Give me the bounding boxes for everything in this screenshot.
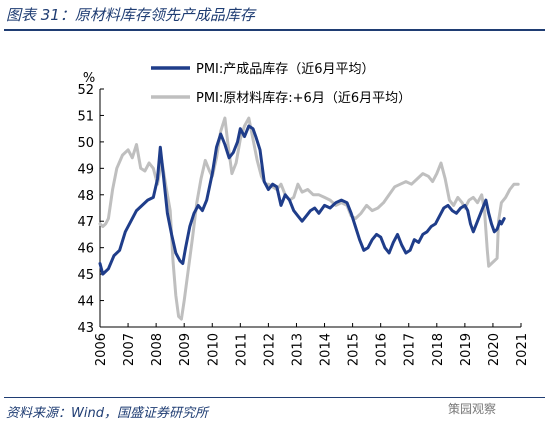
legend-label-2: PMI:原材料库存:+6月（近6月平均） [196, 90, 411, 106]
y-tick-label: 51 [77, 109, 94, 124]
title-divider [4, 29, 545, 31]
source-note: 资料来源：Wind，国盛证券研究所 [6, 406, 208, 421]
x-tick-label: 2015 [347, 333, 362, 366]
y-tick-label: 50 [77, 136, 94, 151]
chart-legend: PMI:产成品库存（近6月平均） PMI:原材料库存:+6月（近6月平均） [151, 61, 411, 106]
y-axis-unit-label: % [83, 71, 95, 86]
x-tick-label: 2018 [431, 333, 446, 366]
x-tick-label: 2009 [178, 333, 193, 366]
x-tick-label: 2020 [487, 333, 502, 366]
watermark-text: 策园观察 [448, 402, 497, 416]
x-tick-label: 2007 [122, 333, 137, 366]
y-tick-label: 48 [77, 189, 94, 204]
y-tick-label: 46 [77, 242, 94, 257]
chart-axes: 43 44 45 46 47 48 49 50 51 52% 2006 2007 2008 2009 201… [77, 71, 530, 366]
x-tick-label: 2011 [234, 333, 249, 366]
y-tick-label: 49 [77, 162, 94, 177]
x-tick-label: 2016 [375, 333, 390, 366]
y-tick-label: 43 [77, 321, 94, 336]
x-tick-label: 2008 [150, 333, 165, 366]
x-tick-label: 2010 [206, 333, 221, 366]
x-tick-label: 2021 [515, 333, 530, 366]
y-tick-label: 47 [77, 215, 94, 230]
figure-title: 图表 31：原材料库存领先产成品库存 [6, 6, 255, 24]
x-tick-label: 2017 [403, 333, 418, 366]
y-tick-label: 52 [77, 83, 94, 98]
x-tick-label: 2013 [290, 333, 305, 366]
y-tick-label: 45 [77, 268, 94, 283]
line-chart: 43 44 45 46 47 48 49 50 51 52% 2006 2007 2008 2009 201… [77, 61, 530, 366]
y-tick-label: 44 [77, 295, 94, 310]
series-line-2 [98, 116, 520, 321]
source-divider [4, 397, 545, 398]
series-line-1 [98, 124, 506, 276]
legend-label-1: PMI:产成品库存（近6月平均） [196, 61, 375, 77]
x-tick-label: 2006 [94, 333, 109, 366]
x-tick-label: 2019 [459, 333, 474, 366]
series-layer [98, 116, 520, 321]
x-tick-label: 2012 [262, 333, 277, 366]
x-tick-label: 2014 [319, 333, 334, 366]
